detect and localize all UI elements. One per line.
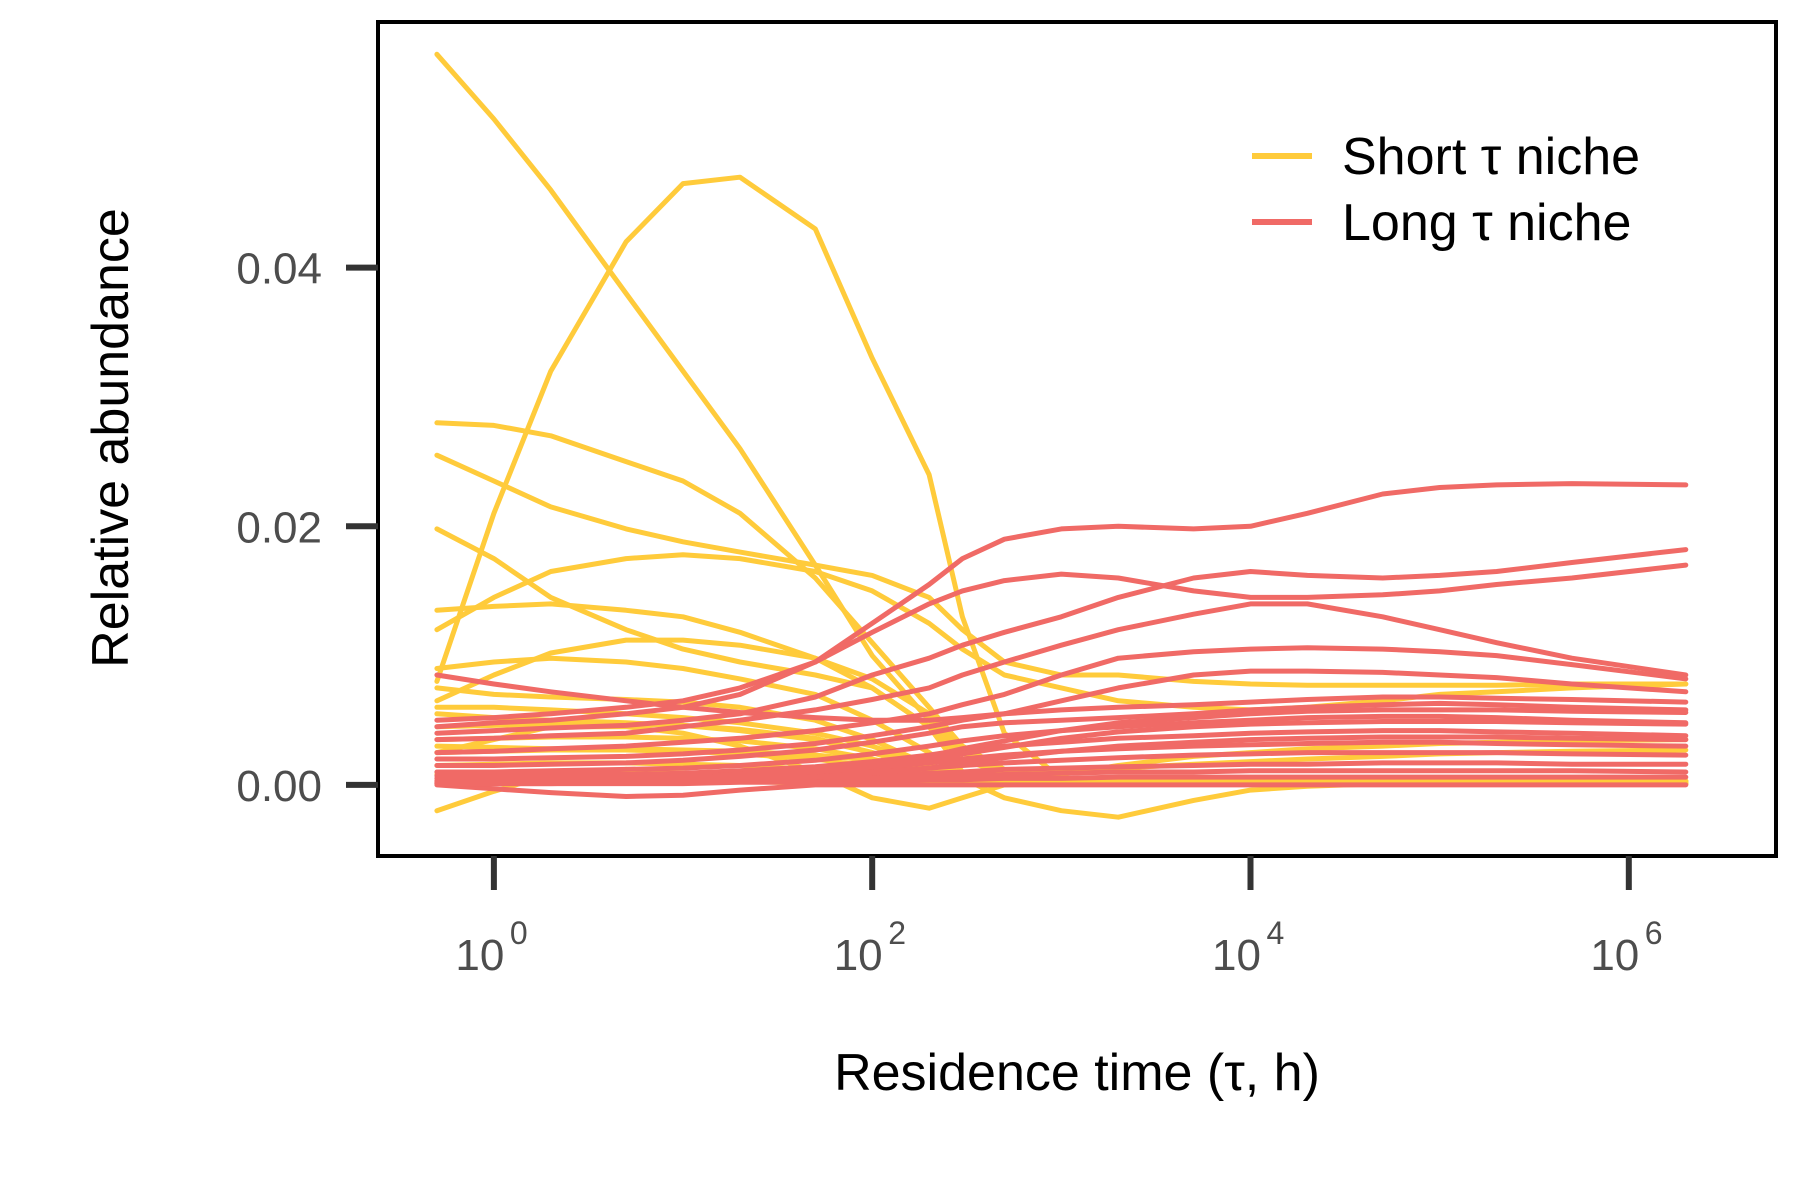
y-tick-label: 0.00 (236, 762, 322, 811)
plot-frame (376, 20, 1778, 858)
series-line-long-23 (434, 601, 1689, 743)
x-tick-label: 10 (1590, 931, 1639, 980)
legend-label-short: Short τ niche (1342, 128, 1640, 186)
series-line-long-38 (434, 734, 1689, 787)
x-tick-exponent: 4 (1267, 915, 1285, 951)
series-line-long-37 (434, 719, 1689, 785)
y-axis: 0.00 0.02 0.04 (236, 245, 378, 811)
x-tick-label: 10 (455, 931, 504, 980)
series-line-long-26 (434, 782, 1689, 799)
series-lines (434, 51, 1689, 820)
legend: Short τ niche Long τ niche (1252, 128, 1640, 252)
x-axis-title: Residence time (τ, h) (834, 1044, 1320, 1102)
x-axis: 10 0 10 2 10 4 10 6 (455, 856, 1663, 980)
series-line-long-29 (434, 713, 1689, 775)
y-tick-label: 0.02 (236, 503, 322, 552)
series-line-long-20 (434, 481, 1689, 730)
series-line-long-28 (434, 700, 1689, 768)
x-tick-exponent: 6 (1645, 915, 1663, 951)
x-tick-exponent: 0 (510, 915, 528, 951)
series-line-long-27 (434, 694, 1689, 762)
x-tick-exponent: 2 (888, 915, 906, 951)
y-axis-title: Relative abundance (82, 208, 140, 668)
x-tick-label: 10 (1212, 931, 1261, 980)
series-line-long-22 (434, 547, 1689, 736)
series-line-long-24 (434, 645, 1689, 756)
x-tick-label: 10 (834, 931, 883, 980)
legend-label-long: Long τ niche (1342, 194, 1631, 252)
y-tick-label: 0.04 (236, 245, 322, 294)
